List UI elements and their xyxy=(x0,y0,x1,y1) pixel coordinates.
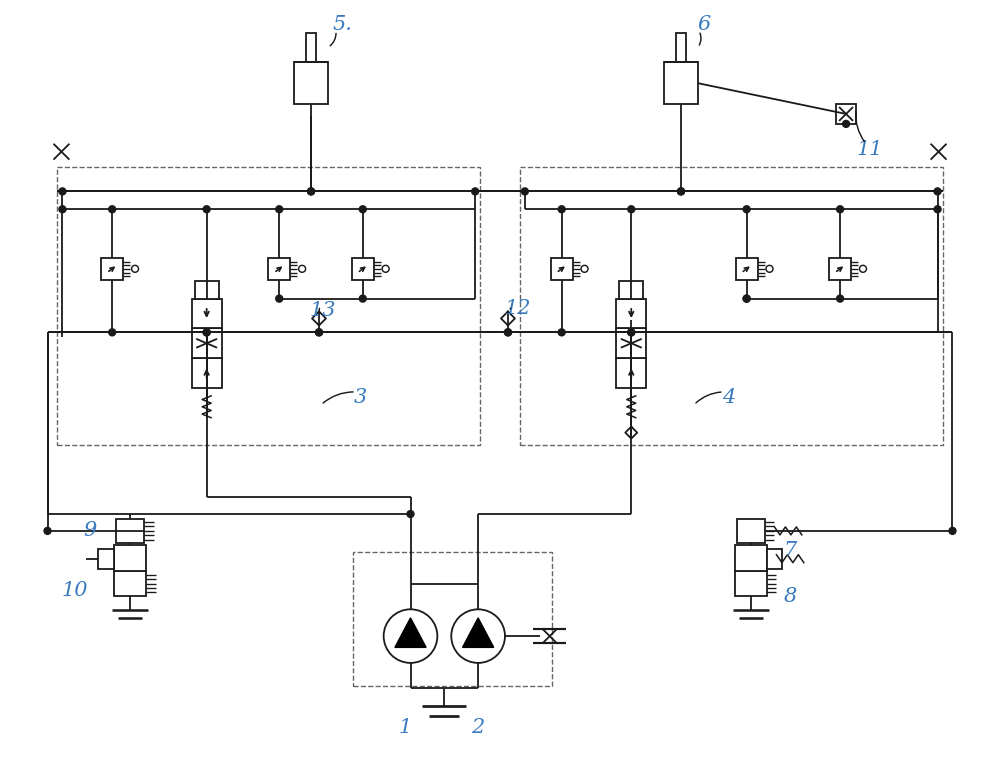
Bar xyxy=(98,549,114,568)
Bar xyxy=(616,328,646,358)
Circle shape xyxy=(743,295,750,302)
Text: 3: 3 xyxy=(354,388,367,407)
Bar xyxy=(737,519,765,543)
Circle shape xyxy=(472,188,479,195)
Circle shape xyxy=(558,206,565,213)
Text: 4: 4 xyxy=(722,388,735,407)
Text: 12: 12 xyxy=(505,299,531,318)
Circle shape xyxy=(504,329,511,336)
Circle shape xyxy=(504,329,511,336)
Circle shape xyxy=(276,206,283,213)
Bar xyxy=(676,33,686,62)
Circle shape xyxy=(203,329,210,336)
Circle shape xyxy=(203,206,210,213)
Circle shape xyxy=(521,188,528,195)
Bar xyxy=(836,104,856,124)
Circle shape xyxy=(949,527,956,534)
Circle shape xyxy=(678,188,684,195)
Text: 11: 11 xyxy=(857,140,883,159)
Circle shape xyxy=(308,188,315,195)
Bar xyxy=(57,166,480,445)
Text: 7: 7 xyxy=(784,541,797,560)
Circle shape xyxy=(316,329,322,336)
Circle shape xyxy=(628,329,635,336)
Circle shape xyxy=(109,329,116,336)
Bar xyxy=(619,280,643,299)
Circle shape xyxy=(678,188,684,195)
Text: 5.: 5. xyxy=(333,15,353,34)
Bar xyxy=(520,166,943,445)
Text: 2: 2 xyxy=(471,718,485,737)
Bar xyxy=(114,571,146,597)
Circle shape xyxy=(558,329,565,336)
Circle shape xyxy=(276,295,283,302)
Bar xyxy=(352,258,374,280)
Bar xyxy=(735,571,767,597)
Circle shape xyxy=(628,329,635,336)
Circle shape xyxy=(359,295,366,302)
Bar xyxy=(767,549,782,568)
Polygon shape xyxy=(463,618,494,648)
Circle shape xyxy=(743,206,750,213)
Circle shape xyxy=(407,511,414,518)
Text: 9: 9 xyxy=(84,521,97,540)
Bar xyxy=(353,552,552,686)
Circle shape xyxy=(44,527,51,534)
Circle shape xyxy=(359,206,366,213)
Text: 6: 6 xyxy=(697,15,710,34)
Bar xyxy=(829,258,851,280)
Bar xyxy=(114,545,146,571)
Bar xyxy=(116,519,144,543)
Text: 10: 10 xyxy=(61,581,88,600)
Circle shape xyxy=(837,295,844,302)
Text: 13: 13 xyxy=(310,301,336,320)
Circle shape xyxy=(628,206,635,213)
Bar xyxy=(101,258,123,280)
Bar xyxy=(268,258,290,280)
Bar xyxy=(551,258,573,280)
Circle shape xyxy=(59,206,66,213)
Bar xyxy=(192,358,222,388)
Bar xyxy=(616,299,646,328)
Circle shape xyxy=(843,120,850,128)
Bar xyxy=(192,299,222,328)
Bar xyxy=(616,358,646,388)
Text: 1: 1 xyxy=(399,718,412,737)
Circle shape xyxy=(59,188,66,195)
Bar xyxy=(664,62,698,104)
Circle shape xyxy=(837,206,844,213)
Circle shape xyxy=(316,329,322,336)
Circle shape xyxy=(203,329,210,336)
Circle shape xyxy=(308,188,315,195)
Bar xyxy=(306,33,316,62)
Circle shape xyxy=(934,206,941,213)
Bar xyxy=(192,328,222,358)
Text: 8: 8 xyxy=(784,587,797,606)
Bar xyxy=(195,280,219,299)
Bar xyxy=(294,62,328,104)
Circle shape xyxy=(934,188,941,195)
Bar xyxy=(735,545,767,571)
Bar xyxy=(736,258,758,280)
Circle shape xyxy=(109,206,116,213)
Circle shape xyxy=(743,295,750,302)
Polygon shape xyxy=(395,618,426,648)
